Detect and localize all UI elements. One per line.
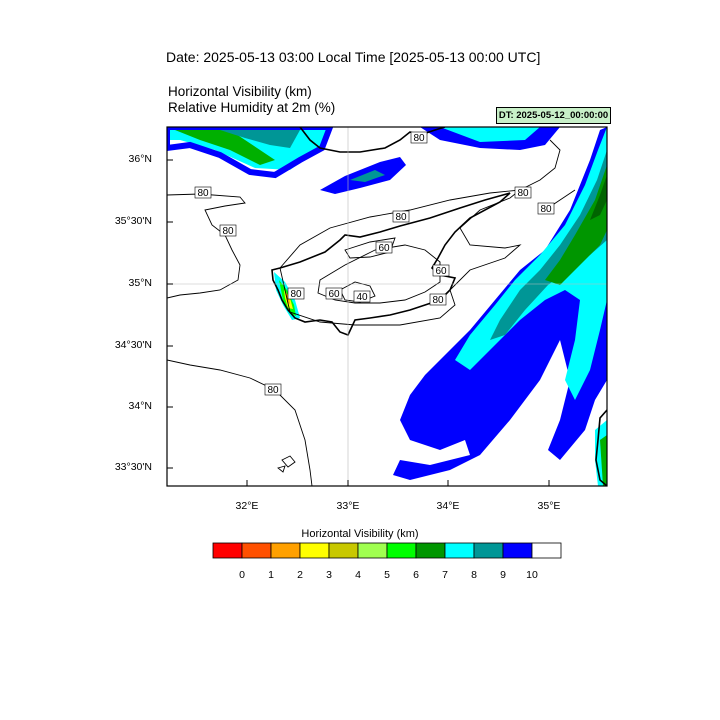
svg-text:80: 80: [413, 133, 425, 144]
colorbar-swatch: [473, 542, 504, 559]
svg-text:60: 60: [378, 243, 390, 254]
svg-text:60: 60: [328, 289, 340, 300]
lon-label: 35°E: [537, 500, 561, 512]
colorbar-label: 1: [268, 569, 274, 581]
colorbar-swatch: [212, 542, 243, 559]
colorbar-swatch: [415, 542, 446, 559]
colorbar: [212, 542, 562, 559]
contour-south-loop-2: [277, 465, 286, 473]
lat-label: 35°30'N: [114, 215, 152, 227]
svg-text:60: 60: [435, 266, 447, 277]
svg-text:80: 80: [517, 188, 529, 199]
contour-label: 60: [432, 264, 450, 277]
contour-labels: 80 80 80 80 80 80 60 60 60 40 80 80 80: [194, 131, 555, 396]
levant-coastline: [595, 409, 607, 486]
colorbar-swatch: [328, 542, 359, 559]
lon-label: 32°E: [235, 500, 259, 512]
colorbar-label: 2: [297, 569, 303, 581]
contour-label: 80: [514, 186, 532, 199]
date-line: Date: 2025-05-13 03:00 Local Time [2025-…: [166, 49, 541, 65]
contour-label: 80: [410, 131, 428, 144]
contour-label: 80: [264, 383, 282, 396]
colorbar-label: 4: [355, 569, 361, 581]
contour-label: 40: [353, 290, 371, 303]
visibility-band-green-nw: [175, 130, 275, 165]
colorbar-label: 10: [526, 569, 538, 581]
title-humidity: Relative Humidity at 2m (%): [168, 100, 336, 115]
visibility-band-darkgreen-east: [590, 175, 607, 220]
lon-label: 33°E: [336, 500, 360, 512]
colorbar-swatch: [299, 542, 330, 559]
colorbar-label: 6: [413, 569, 419, 581]
visibility-band-teal-nw: [220, 130, 300, 148]
svg-text:80: 80: [432, 295, 444, 306]
lat-label: 33°30'N: [114, 461, 152, 473]
map-frame: [166, 126, 608, 487]
contour-label: 60: [325, 287, 343, 300]
colorbar-swatch: [241, 542, 272, 559]
colorbar-label: 9: [500, 569, 506, 581]
lat-label: 36°N: [128, 153, 152, 165]
contour-label: 80: [194, 186, 212, 199]
contour-label: 80: [537, 202, 555, 215]
visibility-band-teal-east: [490, 150, 607, 340]
svg-text:80: 80: [222, 226, 234, 237]
contour-label: 80: [392, 210, 410, 223]
visibility-band-small-south-coast-2: [600, 435, 607, 486]
map-plot-area: 80 80 80 80 80 80 60 60 60 40 80 80 80: [167, 127, 607, 486]
svg-text:80: 80: [197, 188, 209, 199]
svg-text:80: 80: [395, 212, 407, 223]
visibility-band-teal-north: [350, 170, 385, 182]
contour-label: 80: [429, 293, 447, 306]
colorbar-title: Horizontal Visibility (km): [301, 528, 419, 540]
visibility-band-blue-nw: [167, 127, 334, 179]
title-visibility: Horizontal Visibility (km): [168, 84, 312, 99]
colorbar-swatch: [357, 542, 388, 559]
visibility-band-cyan-ne: [440, 127, 540, 142]
visibility-band-green-east: [545, 165, 607, 285]
contour-40-inner: [339, 281, 376, 303]
colorbar-swatch: [502, 542, 533, 559]
colorbar-swatch: [386, 542, 417, 559]
lat-label: 35°N: [128, 277, 152, 289]
contour-label: 80: [219, 224, 237, 237]
svg-text:80: 80: [267, 385, 279, 396]
svg-text:40: 40: [356, 292, 368, 303]
colorbar-swatch: [270, 542, 301, 559]
axis-ticks: [167, 159, 550, 486]
colorbar-label: 0: [239, 569, 245, 581]
lat-label: 34°30'N: [114, 339, 152, 351]
colorbar-label: 3: [326, 569, 332, 581]
svg-text:80: 80: [290, 289, 302, 300]
contour-80-northeast: [519, 139, 561, 191]
visibility-band-cyan-east: [455, 127, 607, 400]
lon-label: 34°E: [436, 500, 460, 512]
contour-south-loop: [281, 455, 296, 468]
contour-label: 60: [375, 241, 393, 254]
colorbar-swatch: [531, 542, 562, 559]
lat-label: 34°N: [128, 400, 152, 412]
colorbar-label: 8: [471, 569, 477, 581]
contour-label: 80: [287, 287, 305, 300]
colorbar-label: 5: [384, 569, 390, 581]
svg-text:80: 80: [540, 204, 552, 215]
dt-badge: DT: 2025-05-12_00:00:00: [496, 107, 611, 124]
colorbar-swatch: [444, 542, 475, 559]
colorbar-label: 7: [442, 569, 448, 581]
